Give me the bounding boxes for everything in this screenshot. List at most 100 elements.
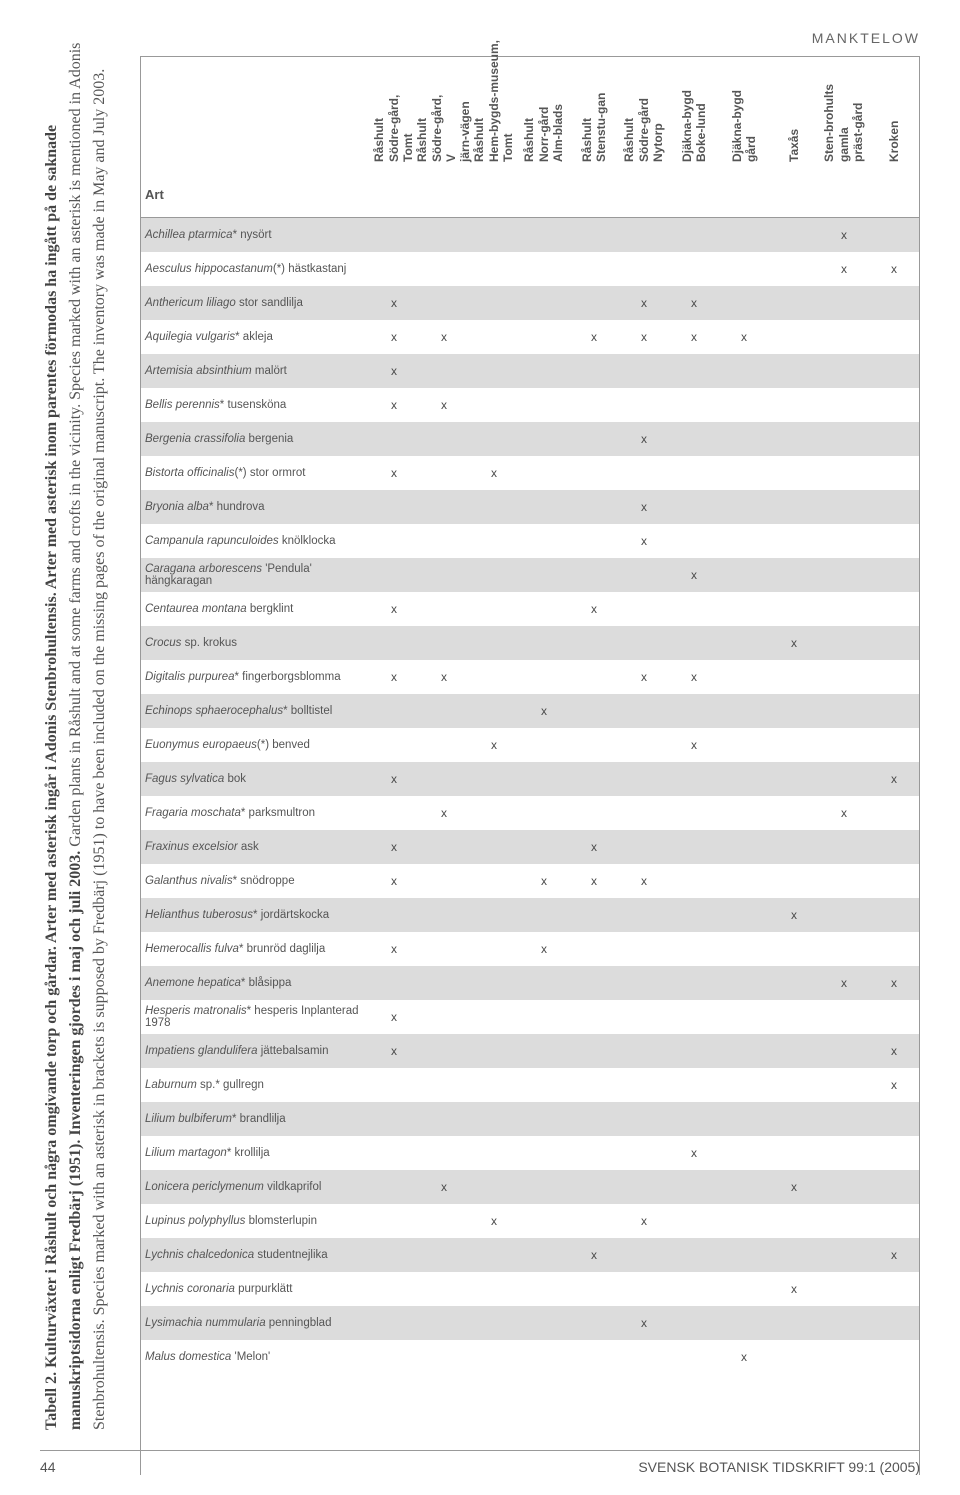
mark-cell: [569, 1102, 619, 1136]
mark-cell: x: [519, 932, 569, 966]
page-number: 44: [40, 1459, 56, 1475]
mark-cell: [769, 422, 819, 456]
mark-cell: x: [619, 490, 669, 524]
mark-cell: [869, 218, 919, 252]
mark-cell: [669, 592, 719, 626]
mark-cell: [619, 796, 669, 830]
mark-cell: [569, 626, 619, 660]
mark-cell: [419, 592, 469, 626]
mark-cell: [719, 286, 769, 320]
mark-cell: [619, 1340, 669, 1374]
mark-cell: [669, 1204, 719, 1238]
table-row: Galanthus nivalis* snödroppexxxx: [141, 864, 919, 898]
mark-cell: [669, 218, 719, 252]
mark-cell: [419, 694, 469, 728]
mark-cell: [769, 218, 819, 252]
mark-cell: [519, 388, 569, 422]
species-cell: Artemisia absinthium malört: [141, 354, 369, 388]
mark-cell: [769, 966, 819, 1000]
mark-cell: [619, 762, 669, 796]
mark-cell: x: [869, 252, 919, 286]
mark-cell: [669, 694, 719, 728]
mark-cell: [619, 558, 669, 592]
mark-cell: [469, 1272, 519, 1306]
mark-cell: [519, 1034, 569, 1068]
mark-cell: [619, 1000, 669, 1034]
mark-cell: [719, 1068, 769, 1102]
mark-cell: x: [369, 864, 419, 898]
mark-cell: [869, 286, 919, 320]
mark-cell: x: [369, 762, 419, 796]
mark-cell: [669, 966, 719, 1000]
mark-cell: [519, 898, 569, 932]
mark-cell: [569, 932, 619, 966]
mark-cell: [769, 1136, 819, 1170]
mark-cell: x: [469, 728, 519, 762]
mark-cell: [819, 1204, 869, 1238]
mark-cell: [719, 354, 769, 388]
mark-cell: [819, 524, 869, 558]
mark-cell: [719, 898, 769, 932]
mark-cell: [769, 252, 819, 286]
mark-cell: [369, 422, 419, 456]
mark-cell: [769, 1340, 819, 1374]
mark-cell: [619, 218, 669, 252]
mark-cell: [569, 1034, 619, 1068]
mark-cell: [869, 1102, 919, 1136]
mark-cell: [669, 524, 719, 558]
mark-cell: [369, 1102, 419, 1136]
mark-cell: [819, 898, 869, 932]
mark-cell: [469, 218, 519, 252]
mark-cell: [669, 932, 719, 966]
mark-cell: [819, 1238, 869, 1272]
mark-cell: x: [869, 966, 919, 1000]
table-row: Lysimachia nummularia penningbladx: [141, 1306, 919, 1340]
table-row: Achillea ptarmica* nysörtx: [141, 218, 919, 252]
mark-cell: [769, 728, 819, 762]
mark-cell: [669, 898, 719, 932]
species-cell: Anthericum liliago stor sandlilja: [141, 286, 369, 320]
mark-cell: x: [669, 728, 719, 762]
species-cell: Malus domestica 'Melon': [141, 1340, 369, 1374]
mark-cell: x: [369, 456, 419, 490]
mark-cell: [669, 252, 719, 286]
mark-cell: [369, 1238, 419, 1272]
mark-cell: [769, 932, 819, 966]
mark-cell: [719, 218, 769, 252]
mark-cell: [469, 1000, 519, 1034]
mark-cell: [869, 422, 919, 456]
mark-cell: [769, 694, 819, 728]
species-cell: Hemerocallis fulva* brunröd daglilja: [141, 932, 369, 966]
mark-cell: [719, 1000, 769, 1034]
mark-cell: [469, 1034, 519, 1068]
mark-cell: [769, 1238, 819, 1272]
mark-cell: [619, 1272, 669, 1306]
mark-cell: [469, 626, 519, 660]
mark-cell: [869, 388, 919, 422]
mark-cell: x: [619, 286, 669, 320]
mark-cell: [419, 354, 469, 388]
mark-cell: [869, 1136, 919, 1170]
mark-cell: x: [569, 864, 619, 898]
mark-cell: [769, 490, 819, 524]
mark-cell: [819, 660, 869, 694]
mark-cell: [519, 1238, 569, 1272]
mark-cell: [869, 932, 919, 966]
mark-cell: [419, 524, 469, 558]
mark-cell: [769, 1068, 819, 1102]
mark-cell: x: [769, 626, 819, 660]
mark-cell: [619, 1068, 669, 1102]
mark-cell: [769, 524, 819, 558]
mark-cell: [369, 218, 419, 252]
species-cell: Lilium martagon* krollilja: [141, 1136, 369, 1170]
mark-cell: x: [369, 1000, 419, 1034]
species-cell: Galanthus nivalis* snödroppe: [141, 864, 369, 898]
mark-cell: [619, 898, 669, 932]
mark-cell: [419, 1000, 469, 1034]
mark-cell: [769, 388, 819, 422]
mark-cell: [769, 864, 819, 898]
mark-cell: x: [819, 252, 869, 286]
species-cell: Centaurea montana bergklint: [141, 592, 369, 626]
mark-cell: [669, 762, 719, 796]
mark-cell: [419, 932, 469, 966]
